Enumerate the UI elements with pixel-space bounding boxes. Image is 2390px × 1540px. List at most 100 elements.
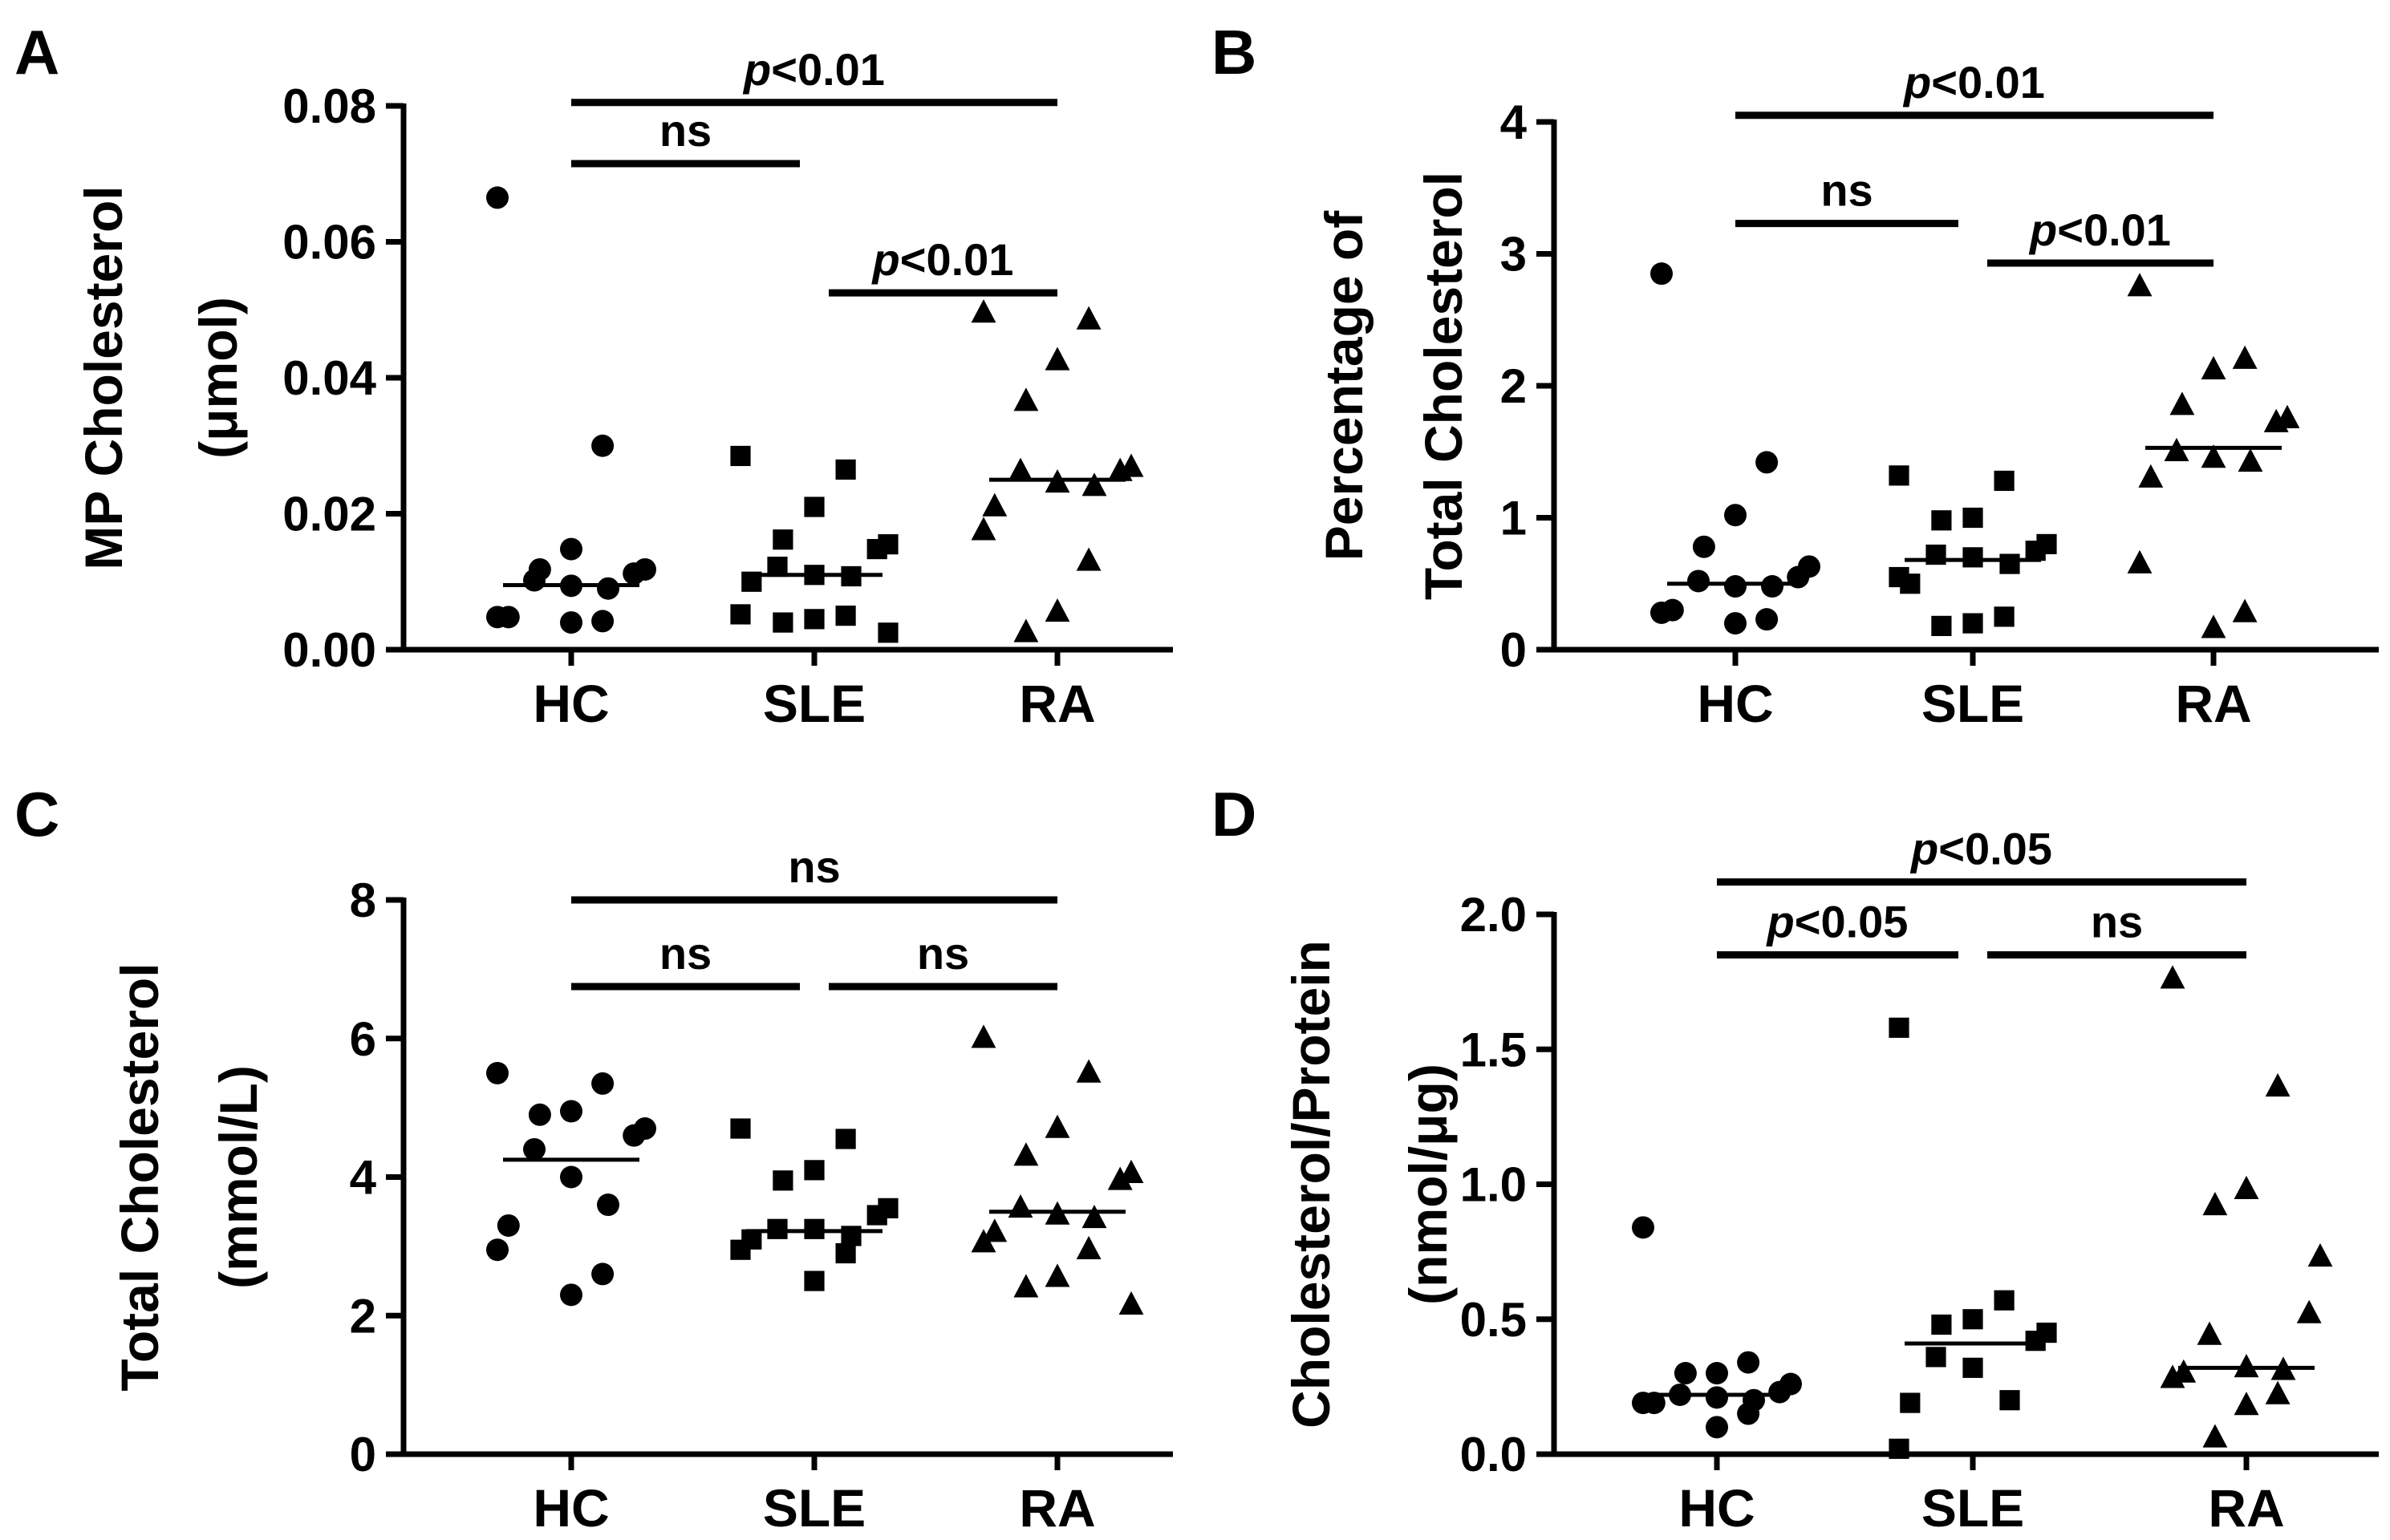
data-point-sle bbox=[1994, 470, 2015, 492]
y-tick-label: 0.0 bbox=[1460, 1428, 1527, 1481]
x-category-label: HC bbox=[533, 674, 609, 733]
y-tick-label: 6 bbox=[350, 1012, 376, 1066]
significance-label: p<0.01 bbox=[2028, 205, 2171, 255]
data-point-ra bbox=[1076, 547, 1102, 571]
x-category-label: HC bbox=[1697, 674, 1773, 733]
y-axis-title: Total Cholesterol bbox=[1414, 172, 1473, 600]
data-point-sle bbox=[1931, 510, 1952, 531]
data-point-hc bbox=[1737, 1402, 1760, 1425]
data-point-ra bbox=[1008, 457, 1033, 481]
data-point-sle bbox=[1999, 1390, 2020, 1411]
x-category-label: RA bbox=[2175, 674, 2251, 733]
data-point-sle bbox=[1931, 615, 1952, 636]
data-point-hc bbox=[1724, 504, 1747, 527]
data-point-hc bbox=[560, 537, 582, 561]
y-tick-label: 0.00 bbox=[282, 623, 376, 677]
data-point-hc bbox=[523, 569, 546, 592]
data-point-sle bbox=[730, 1118, 751, 1139]
data-point-ra bbox=[2160, 965, 2185, 989]
data-point-sle bbox=[773, 1170, 793, 1191]
data-point-hc bbox=[1632, 1392, 1654, 1415]
significance-label: p<0.01 bbox=[742, 44, 885, 95]
data-point-ra bbox=[2296, 1299, 2322, 1323]
y-tick-label: 0.04 bbox=[282, 351, 376, 405]
panel-d: D 0.0 0.5 1.0 1.5 2.0 HC SLE RA Cholesterol/Prote… bbox=[1211, 779, 2379, 1538]
data-point-hc bbox=[1768, 1380, 1791, 1404]
data-point-ra bbox=[2160, 1364, 2185, 1388]
data-point-hc bbox=[486, 606, 509, 629]
data-point-hc bbox=[591, 1072, 615, 1095]
panel-b: B 0 1 2 3 4 HC SLE RA Percentage of Total Choleste… bbox=[1211, 17, 2379, 733]
data-point-hc bbox=[1650, 262, 1673, 286]
data-point-hc bbox=[1724, 612, 1747, 635]
x-category-label: HC bbox=[533, 1478, 609, 1538]
y-axis-title: Total Cholesterol bbox=[110, 962, 169, 1391]
data-point-ra bbox=[1013, 618, 1039, 642]
significance-label: ns bbox=[1820, 165, 1873, 216]
y-tick-label: 0 bbox=[1500, 623, 1527, 677]
data-point-sle bbox=[866, 538, 887, 560]
data-point-sle bbox=[1962, 613, 1983, 634]
data-point-sle bbox=[804, 1218, 825, 1239]
data-point-hc bbox=[560, 1165, 582, 1189]
data-point-sle bbox=[1900, 1392, 1921, 1413]
y-tick-label: 2 bbox=[1500, 359, 1527, 413]
data-point-ra bbox=[1013, 387, 1039, 411]
significance-label: p<0.05 bbox=[1766, 896, 1909, 946]
data-point-sle bbox=[1994, 606, 2015, 627]
y-tick-label: 4 bbox=[350, 1151, 377, 1205]
x-category-label: SLE bbox=[1921, 1478, 2024, 1538]
data-point-sle bbox=[835, 1129, 856, 1149]
data-point-sle bbox=[1925, 1347, 1946, 1368]
significance-label: ns bbox=[659, 105, 712, 156]
x-category-label: RA bbox=[1019, 674, 1095, 733]
panel-letter: A bbox=[14, 17, 59, 87]
y-tick-label: 0.02 bbox=[282, 488, 376, 541]
data-point-ra bbox=[1081, 1204, 1107, 1229]
data-point-ra bbox=[2265, 1073, 2291, 1097]
significance-label: p<0.01 bbox=[1902, 57, 2045, 107]
panel-c: C 0 2 4 6 8 HC SLE RA Total Cholesterol (mmol/L) ns… bbox=[14, 779, 1173, 1538]
data-point-hc bbox=[1706, 1416, 1728, 1439]
significance-label: p<0.01 bbox=[871, 234, 1014, 285]
significance-label: p<0.05 bbox=[1909, 824, 2052, 874]
data-point-sle bbox=[804, 609, 825, 630]
data-point-sle bbox=[1889, 1438, 1909, 1459]
data-point-hc bbox=[528, 1103, 551, 1126]
data-point-sle bbox=[1962, 1309, 1983, 1330]
data-point-hc bbox=[597, 1194, 619, 1217]
data-point-hc bbox=[623, 562, 646, 586]
data-point-sle bbox=[835, 1242, 856, 1264]
data-point-sle bbox=[730, 445, 751, 467]
data-point-ra bbox=[2307, 1242, 2333, 1267]
significance-label: ns bbox=[917, 928, 969, 979]
data-point-sle bbox=[730, 1239, 751, 1260]
data-point-ra bbox=[2232, 345, 2258, 369]
data-point-ra bbox=[1076, 306, 1102, 330]
data-point-ra bbox=[1076, 1059, 1102, 1083]
data-point-hc bbox=[591, 1262, 615, 1286]
data-point-ra bbox=[2201, 614, 2226, 638]
data-point-hc bbox=[1650, 601, 1673, 624]
panel-a: A 0.00 0.02 0.04 0.06 0.08 HC SLE RA MP Cholester… bbox=[14, 17, 1173, 733]
data-point-sle bbox=[1962, 507, 1983, 529]
data-point-ra bbox=[2263, 408, 2289, 432]
y-axis-title: Percentage of bbox=[1314, 210, 1374, 561]
data-point-sle bbox=[1889, 1017, 1909, 1038]
y-axis-title: (nmol/μg) bbox=[1398, 1064, 1458, 1305]
data-point-sle bbox=[2025, 1331, 2046, 1352]
data-point-ra bbox=[2265, 1380, 2291, 1404]
data-point-hc bbox=[1706, 1386, 1728, 1409]
y-axis-title: MP Cholesterol bbox=[74, 185, 133, 569]
data-point-sle bbox=[1962, 547, 1983, 568]
y-tick-label: 4 bbox=[1500, 95, 1528, 149]
y-axis-title: (μmol) bbox=[189, 297, 248, 459]
data-point-ra bbox=[2234, 1392, 2259, 1416]
data-point-ra bbox=[1045, 346, 1070, 371]
data-point-sle bbox=[878, 622, 899, 643]
data-point-ra bbox=[2234, 1353, 2259, 1378]
data-point-ra bbox=[1081, 472, 1107, 496]
y-tick-label: 3 bbox=[1500, 228, 1527, 282]
x-category-label: RA bbox=[2208, 1478, 2284, 1538]
data-point-sle bbox=[1889, 465, 1909, 486]
